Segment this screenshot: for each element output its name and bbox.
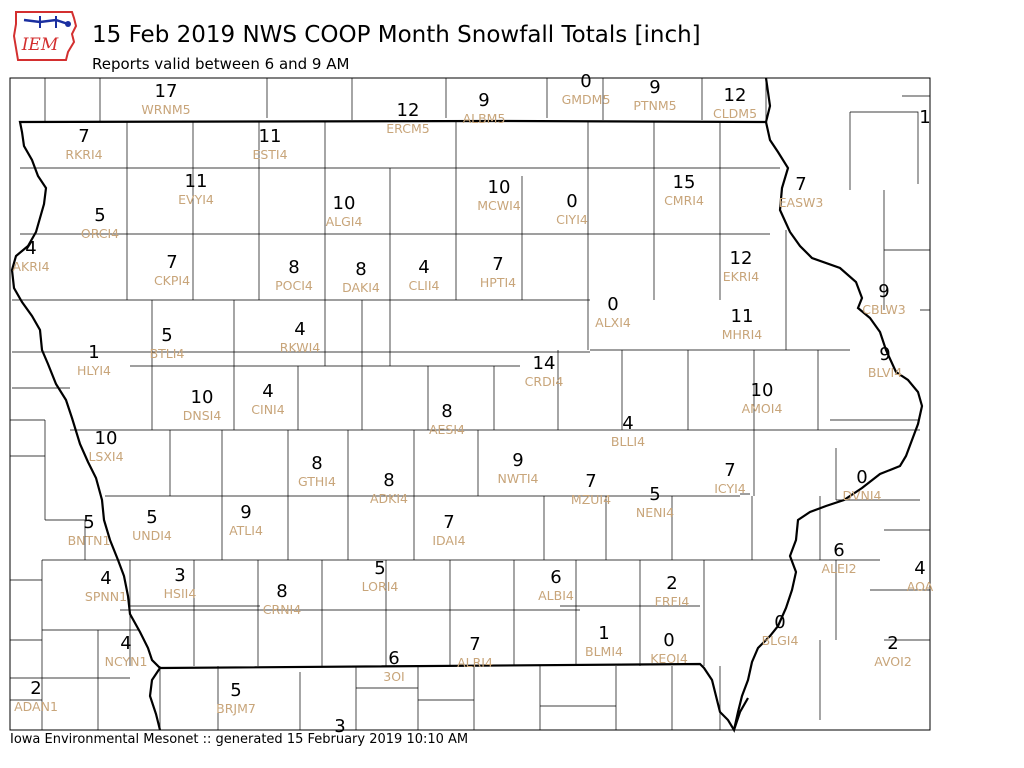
southwest-border	[148, 667, 162, 731]
east-river-border	[764, 77, 772, 123]
map-frame	[9, 77, 931, 731]
county-boundaries	[10, 78, 930, 730]
map-title: 15 Feb 2019 NWS COOP Month Snowfall Tota…	[92, 22, 701, 48]
logo-text: IEM	[21, 35, 59, 55]
footer-credit: Iowa Environmental Mesonet :: generated …	[10, 732, 469, 747]
southeast-border	[732, 697, 749, 731]
iowa-state-outline	[10, 119, 924, 733]
map-subtitle: Reports valid between 6 and 9 AM	[92, 55, 350, 73]
iem-logo: IEM	[10, 8, 80, 66]
